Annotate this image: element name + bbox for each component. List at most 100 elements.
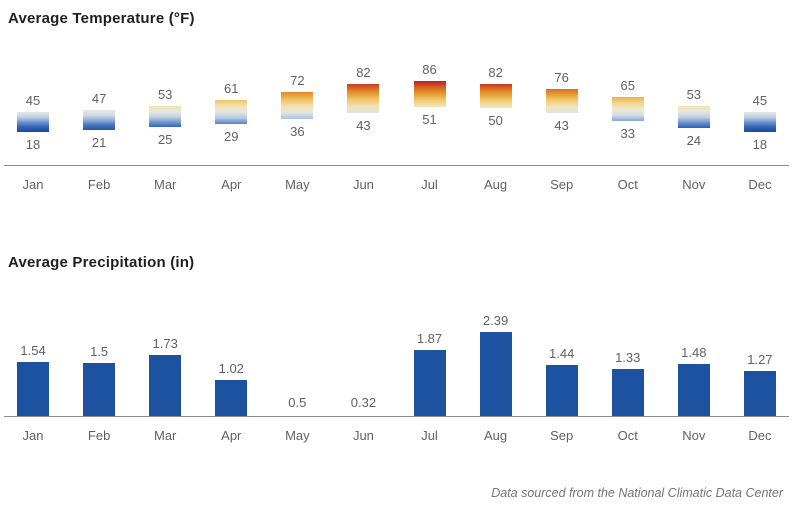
temp-range-bar: [347, 84, 380, 114]
precipitation-axis-line: [4, 416, 789, 417]
precip-value-label: 1.44: [549, 346, 575, 361]
low-value-label: 43: [554, 118, 569, 134]
low-value-label: 21: [91, 134, 107, 150]
low-value-label: 36: [290, 123, 305, 139]
precip-value-label: 0.5: [288, 395, 307, 410]
high-value-label: 45: [752, 92, 768, 108]
precip-column-jul: 1.87: [396, 309, 462, 416]
temp-column-jul: 86 51: [396, 59, 462, 155]
month-label-may: May: [285, 428, 310, 443]
temperature-chart-plot: 45 18 47 21 53 25 61 29 72 36 82 43 86 51 82 50 76 43 65 33…: [0, 59, 793, 155]
temp-column-apr: 61 29: [198, 59, 264, 155]
month-label-oct: Oct: [617, 428, 638, 443]
precip-column-oct: 1.33: [595, 309, 661, 416]
precip-column-mar: 1.73: [132, 309, 198, 416]
precip-value-label: 1.02: [218, 361, 244, 376]
temperature-axis-line: [4, 165, 789, 166]
precip-column-feb: 1.5: [66, 309, 132, 416]
precip-value-label: 1.33: [615, 350, 641, 365]
month-label-aug: Aug: [484, 428, 508, 443]
month-label-jul: Jul: [421, 428, 438, 443]
temp-range-bar: [479, 84, 512, 108]
precip-value-label: 0.32: [350, 395, 377, 410]
temp-range-bar: [215, 99, 248, 124]
month-label-may: May: [285, 177, 310, 192]
precip-column-nov: 1.48: [661, 309, 727, 416]
precip-bar: [413, 350, 446, 416]
month-label-jan: Jan: [22, 177, 44, 192]
temp-column-sep: 76 43: [529, 59, 595, 155]
month-label-sep: Sep: [550, 428, 574, 443]
high-value-label: 76: [554, 69, 569, 85]
month-label-dec: Dec: [748, 428, 772, 443]
temperature-month-axis: Jan Feb Mar Apr May Jun Jul Aug Sep Oct Nov Dec: [0, 166, 793, 192]
month-label-jan: Jan: [22, 428, 44, 443]
precipitation-chart-title: Average Precipitation (in): [8, 254, 195, 271]
month-label-nov: Nov: [682, 177, 706, 192]
temperature-chart-title: Average Temperature (°F): [8, 10, 195, 27]
precip-column-dec: 1.27: [727, 309, 793, 416]
temp-column-jan: 45 18: [0, 59, 66, 155]
precip-column-jun: 0.32: [330, 309, 396, 416]
temp-range-bar: [83, 110, 116, 130]
month-label-apr: Apr: [221, 177, 242, 192]
temperature-columns: 45 18 47 21 53 25 61 29 72 36 82 43 86 51 82 50 76 43 65 33…: [0, 59, 793, 155]
temp-column-may: 72 36: [264, 59, 330, 155]
temp-range-bar: [281, 91, 314, 119]
precip-bar: [83, 363, 116, 416]
temp-column-feb: 47 21: [66, 59, 132, 155]
precipitation-columns: 1.54 1.5 1.73 1.02 0.5 0.32 1.87 2.39 1.44 1.33 1.…: [0, 309, 793, 416]
high-value-label: 47: [91, 91, 107, 107]
high-value-label: 82: [356, 65, 371, 80]
high-value-label: 45: [25, 92, 41, 108]
low-value-label: 29: [224, 128, 239, 144]
low-value-label: 24: [686, 132, 702, 148]
precip-bar: [17, 362, 50, 416]
month-label-mar: Mar: [154, 428, 177, 443]
temp-column-nov: 53 24: [661, 59, 727, 155]
temp-range-bar: [149, 105, 182, 127]
precip-bar: [545, 365, 578, 416]
month-label-jul: Jul: [421, 177, 438, 192]
precip-column-aug: 2.39: [463, 309, 529, 416]
temp-range-bar: [17, 111, 50, 132]
precip-bar: [677, 364, 710, 416]
precip-bar: [215, 380, 248, 416]
data-source-note: Data sourced from the National Climatic …: [491, 486, 783, 500]
precipitation-month-axis: Jan Feb Mar Apr May Jun Jul Aug Sep Oct Nov Dec: [0, 417, 793, 443]
precip-bar: [611, 369, 644, 416]
precipitation-chart-plot: 1.54 1.5 1.73 1.02 0.5 0.32 1.87 2.39 1.44 1.33 1.…: [0, 309, 793, 416]
month-label-nov: Nov: [682, 428, 706, 443]
precip-column-jan: 1.54: [0, 309, 66, 416]
precip-value-label: 1.73: [152, 336, 178, 351]
temp-range-bar: [611, 96, 644, 121]
precip-value-label: 1.87: [416, 331, 443, 346]
low-value-label: 43: [356, 118, 371, 134]
precip-column-may: 0.5: [264, 309, 330, 416]
temp-column-jun: 82 43: [330, 59, 396, 155]
precip-value-label: 1.54: [20, 343, 46, 358]
precip-bar: [479, 332, 512, 416]
month-label-apr: Apr: [221, 428, 242, 443]
high-value-label: 53: [686, 86, 702, 102]
precip-value-label: 2.39: [482, 313, 509, 328]
temp-column-dec: 45 18: [727, 59, 793, 155]
month-label-jun: Jun: [352, 177, 374, 192]
precip-value-label: 1.48: [681, 345, 707, 360]
precip-column-apr: 1.02: [198, 309, 264, 416]
temp-column-mar: 53 25: [132, 59, 198, 155]
low-value-label: 18: [25, 137, 41, 152]
low-value-label: 33: [620, 125, 635, 141]
high-value-label: 61: [224, 80, 239, 96]
high-value-label: 65: [620, 77, 635, 93]
month-label-aug: Aug: [484, 177, 508, 192]
precip-value-label: 1.5: [90, 344, 109, 359]
month-label-sep: Sep: [550, 177, 574, 192]
month-label-feb: Feb: [87, 428, 111, 443]
temp-range-bar: [413, 81, 446, 108]
low-value-label: 50: [488, 113, 503, 128]
high-value-label: 86: [422, 62, 437, 77]
temp-column-oct: 65 33: [595, 59, 661, 155]
high-value-label: 82: [488, 65, 503, 80]
